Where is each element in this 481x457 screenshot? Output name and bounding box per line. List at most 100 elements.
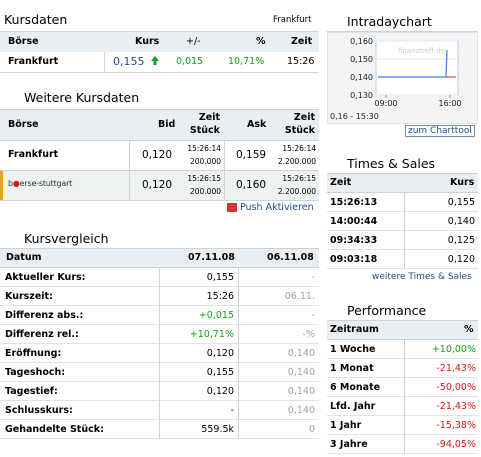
col-date-2: 06.11.08	[267, 252, 314, 263]
col-boerse: Börse	[8, 36, 39, 47]
chart-y-tick-label: 0,140	[350, 73, 373, 82]
row-performance: -50,00%	[436, 382, 476, 393]
row-boerse: Frankfurt	[8, 56, 59, 67]
row-value-current: 15:26	[206, 291, 234, 302]
row-zeit: 15:26	[287, 56, 315, 67]
chart-price-line	[378, 49, 448, 78]
row-label: Differenz abs.:	[5, 310, 84, 321]
row-bid-time: 15:26:14	[187, 144, 221, 153]
kursvergleich-row: Aktueller Kurs: 0,155 -	[0, 268, 319, 287]
push-activate-link[interactable]: Push Aktivieren	[240, 202, 314, 213]
row-value-current: 0,155	[206, 367, 234, 378]
chart-y-tick-label: 0,150	[350, 55, 373, 64]
chart-range-text: 0,16 - 15:30	[330, 112, 379, 121]
row-label: Kurszeit:	[5, 291, 53, 302]
intraday-chart[interactable]: 0,160 0,150 0,140 0,130 09:00 16:00 finanztref…	[327, 32, 478, 124]
row-performance: -21,43%	[436, 363, 476, 374]
row-change-abs: 0,015	[176, 56, 204, 67]
row-price: 0,125	[447, 235, 475, 246]
performance-row: 1 Woche +10,00%	[327, 340, 478, 359]
kursvergleich-row: Kurszeit: 15:26 06.11.	[0, 287, 319, 306]
col-kurs: Kurs	[450, 177, 475, 188]
kursvergleich-row: Eröffnung: 0,120 0,140	[0, 344, 319, 363]
row-ask-time: 15:26:15	[282, 174, 316, 183]
kursvergleich-row: Schlusskurs: - 0,140	[0, 401, 319, 420]
chart-x-tick-label: 09:00	[374, 99, 397, 108]
row-label: Tagestief:	[5, 386, 58, 397]
row-value-previous: -%	[302, 329, 315, 340]
performance-row: 3 Jahre -94,05%	[327, 435, 478, 454]
boerse-stuttgart-logo: b●erse-stuttgart	[8, 179, 73, 188]
row-ask-qty: 2.200.000	[277, 187, 316, 196]
row-bid-qty: 200.000	[189, 187, 221, 196]
row-boerse: Frankfurt	[8, 149, 59, 160]
row-label: Differenz rel.:	[5, 329, 79, 340]
row-time: 14:00:44	[330, 216, 378, 227]
row-price: 0,120	[447, 254, 475, 265]
weitere-title: Weitere Kursdaten	[24, 90, 140, 105]
weitere-row-frankfurt[interactable]: Frankfurt 0,120 15:26:14 200.000 0,159 1…	[0, 141, 319, 170]
row-period: 6 Monate	[330, 382, 381, 393]
row-period: 1 Monat	[330, 363, 374, 374]
row-label: Tageshoch:	[5, 367, 66, 378]
times-sales-title: Times & Sales	[347, 156, 436, 171]
row-value-previous: 0,140	[287, 367, 315, 378]
col-datum: Datum	[6, 252, 42, 263]
kursdaten-row[interactable]: Frankfurt 0,155 0,015 10,71% 15:26	[0, 52, 319, 72]
performance-row: Lfd. Jahr -21,43%	[327, 397, 478, 416]
row-value-current: +10,71%	[189, 329, 234, 340]
row-kurs: 0,155	[113, 55, 145, 68]
times-sales-row: 14:00:44 0,140	[327, 212, 478, 231]
row-value-current: 0,120	[206, 348, 234, 359]
chart-plot-area	[375, 40, 459, 96]
row-performance: -94,05%	[436, 439, 476, 450]
col-bid: Bid	[158, 119, 176, 130]
chart-watermark: finanztreff.de	[398, 47, 445, 55]
col-zeit: Zeit	[330, 177, 352, 188]
kursvergleich-row: Tageshoch: 0,155 0,140	[0, 363, 319, 382]
row-period: Lfd. Jahr	[330, 401, 376, 412]
kursvergleich-row: Differenz abs.: +0,015 -	[0, 306, 319, 325]
performance-header: Zeitraum %	[327, 321, 478, 339]
row-value-previous: 0	[308, 424, 315, 435]
kursvergleich-row: Differenz rel.: +10,71% -%	[0, 325, 319, 344]
kursdaten-header: Börse Kurs +/- % Zeit	[0, 32, 319, 52]
row-time: 15:26:13	[330, 197, 378, 208]
row-value-current: -	[230, 405, 234, 416]
exchange-label: Frankfurt	[273, 15, 312, 25]
kursdaten-title: Kursdaten	[4, 12, 68, 27]
weitere-row-stuttgart[interactable]: b●erse-stuttgart 0,120 15:26:15 200.000 …	[0, 171, 319, 200]
row-value-previous: 0,140	[287, 386, 315, 397]
row-time: 09:03:18	[330, 254, 378, 265]
row-bid: 0,120	[142, 179, 173, 191]
row-time: 09:34:33	[330, 235, 378, 246]
weitere-header: Börse Bid Zeit Stück Ask Zeit Stück	[0, 110, 319, 140]
charttool-link[interactable]: zum Charttool	[405, 125, 475, 137]
row-price: 0,155	[447, 197, 475, 208]
col-ask: Ask	[247, 119, 267, 130]
row-performance: -21,43%	[436, 401, 476, 412]
row-label: Eröffnung:	[5, 348, 62, 359]
col-stueck-ask: Stück	[284, 125, 315, 136]
row-performance: -15,38%	[436, 420, 476, 431]
row-ask: 0,160	[236, 179, 267, 191]
row-value-current: 559.5k	[201, 424, 234, 435]
chart-x-tick-label: 16:00	[438, 99, 461, 108]
col-zeit-bid: Zeit	[198, 112, 220, 123]
more-times-sales-link[interactable]: weitere Times & Sales	[372, 272, 472, 282]
col-date-1: 07.11.08	[188, 252, 235, 263]
times-sales-row: 09:34:33 0,125	[327, 231, 478, 250]
row-ask-time: 15:26:14	[282, 144, 316, 153]
kursvergleich-row: Tagestief: 0,120 0,140	[0, 382, 319, 401]
row-bid-time: 15:26:15	[187, 174, 221, 183]
row-bid: 0,120	[142, 149, 173, 161]
col-pct: %	[464, 324, 474, 335]
row-value-current: 0,155	[206, 272, 234, 283]
row-period: 1 Woche	[330, 344, 376, 355]
performance-row: 6 Monate -50,00%	[327, 378, 478, 397]
stuttgart-accent-bar	[0, 171, 3, 200]
row-value-previous: 06.11.	[284, 291, 315, 302]
push-icon[interactable]	[227, 203, 237, 212]
row-ask: 0,159	[236, 149, 267, 161]
chart-y-tick-label: 0,160	[350, 37, 373, 46]
